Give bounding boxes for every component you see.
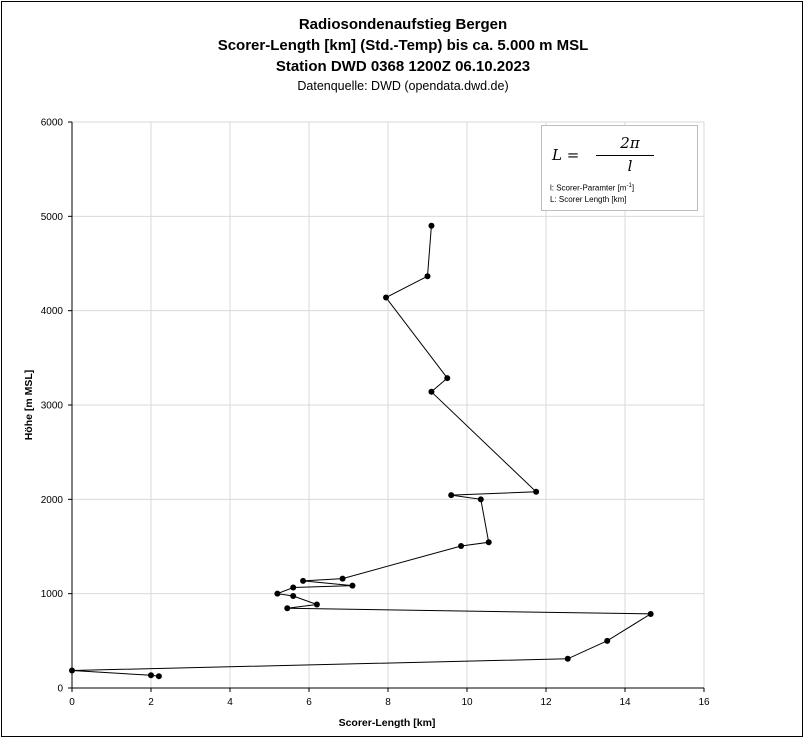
chart-title: Radiosondenaufstieg Bergen [298,16,508,33]
data-point [604,637,611,644]
formula-fraction-bar [596,155,654,156]
data-point [274,590,281,597]
x-tick-label: 8 [385,697,391,708]
data-point [284,605,291,612]
data-point [349,582,356,589]
annotation-note-2: L: Scorer Length [km] [550,195,627,204]
data-point [428,388,435,395]
formula-numerator: 2π [620,134,640,152]
x-tick-label: 16 [698,697,710,708]
chart-source: Datenquelle: DWD (opendata.dwd.de) [297,79,509,93]
y-tick-label: 0 [57,684,63,695]
x-tick-label: 10 [461,697,473,708]
chart-titles: Radiosondenaufstieg Bergen Scorer-Length… [0,14,806,96]
scorer-formula: L = 2π l [552,134,654,175]
chart-subtitle-1: Scorer-Length [km] (Std.-Temp) bis ca. 5… [217,37,589,54]
x-tick-label: 12 [540,697,552,708]
formula-denominator: l [627,157,633,175]
data-point [383,294,390,301]
data-point [290,593,297,600]
formula-annotation-box: L = 2π l l: Scorer-Paramter [m-1] L: Sco… [541,125,698,211]
x-tick-label: 0 [69,697,75,708]
data-point [300,577,307,584]
x-tick-label: 6 [306,697,312,708]
y-tick-label: 1000 [41,589,64,600]
y-tick-label: 3000 [41,401,64,412]
data-point [313,601,320,608]
x-axis-label: Scorer-Length [km] [339,717,436,729]
y-tick-label: 5000 [41,212,64,223]
data-point [448,492,455,499]
data-point [339,575,346,582]
data-point [485,539,492,546]
data-point [533,488,540,495]
data-point [564,655,571,662]
data-point [148,672,154,679]
chart-subtitle-2: Station DWD 0368 1200Z 06.10.2023 [275,58,531,75]
data-point [155,673,162,680]
data-point [444,375,451,382]
y-tick-label: 2000 [41,495,64,506]
data-point [290,584,297,591]
x-tick-label: 2 [148,697,154,708]
data-point [428,222,435,229]
data-point [424,273,431,280]
annotation-note-1: l: Scorer-Paramter [m-1] [550,183,635,193]
series-line [71,225,653,677]
data-point [477,496,484,503]
y-tick-label: 4000 [41,306,64,317]
y-axis-label: Höhe [m MSL] [23,370,35,441]
x-tick-label: 14 [619,697,631,708]
data-point [647,610,654,617]
data-point [458,543,465,550]
formula-lhs: L = [552,146,580,164]
y-tick-label: 6000 [41,118,64,129]
data-point [69,667,75,674]
x-tick-label: 4 [227,697,233,708]
